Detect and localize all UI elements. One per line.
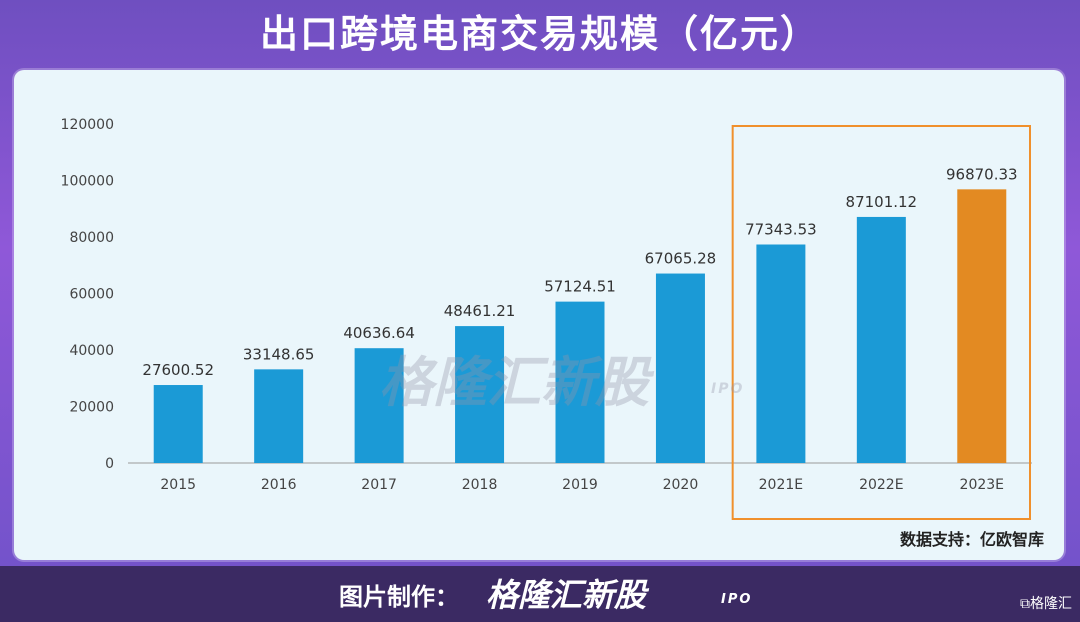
x-tick-label: 2017 — [361, 477, 397, 493]
y-tick-label: 20000 — [69, 400, 114, 416]
x-tick-label: 2020 — [663, 477, 699, 493]
bar — [455, 326, 505, 463]
watermark-text: 格隆汇新股 — [379, 351, 649, 414]
bar — [254, 369, 304, 463]
bar — [555, 301, 605, 463]
footer-ipo: IPO — [721, 592, 753, 607]
y-tick-label: 40000 — [69, 343, 114, 359]
y-tick-label: 60000 — [69, 287, 114, 303]
watermark-ipo: IPO — [711, 381, 745, 397]
x-tick-label: 2015 — [160, 477, 196, 493]
data-label: 27600.52 — [142, 361, 214, 379]
highlight-box — [731, 125, 1032, 520]
x-tick-label: 2022E — [859, 477, 903, 493]
data-label: 87101.12 — [846, 193, 918, 211]
chart-panel: 0 20000 40000 60000 80000 100000 120000 27600.5… — [14, 70, 1064, 560]
bar — [756, 244, 806, 463]
x-tick-label: 2016 — [261, 477, 297, 493]
x-tick-label: 2019 — [562, 477, 598, 493]
bar — [153, 385, 203, 463]
corner-logo: ⧉格隆汇 — [1020, 596, 1072, 612]
bar — [856, 216, 906, 463]
chart-title: 出口跨境电商交易规模（亿元） — [259, 12, 820, 56]
x-tick-label: 2021E — [759, 477, 803, 493]
bar — [655, 273, 705, 463]
data-label: 96870.33 — [946, 165, 1018, 183]
footer-logo: 格隆汇新股 — [486, 576, 647, 614]
data-label: 77343.53 — [745, 221, 817, 239]
y-tick-label: 0 — [105, 456, 114, 472]
y-tick-label: 100000 — [61, 174, 114, 190]
data-label: 48461.21 — [444, 302, 516, 320]
x-tick-label: 2018 — [462, 477, 498, 493]
data-label: 40636.64 — [343, 324, 415, 342]
x-tick-label: 2023E — [960, 477, 1004, 493]
data-label: 33148.65 — [243, 345, 315, 363]
y-tick-label: 120000 — [61, 117, 114, 133]
data-label: 57124.51 — [544, 278, 616, 296]
bar — [354, 348, 404, 463]
y-tick-label: 80000 — [69, 230, 114, 246]
bar — [957, 189, 1007, 463]
footer-label: 图片制作： — [339, 583, 459, 611]
data-label: 67065.28 — [645, 250, 717, 268]
footer-bar — [0, 566, 1080, 622]
bar-chart: 0 20000 40000 60000 80000 100000 120000 27600.5… — [61, 117, 1032, 520]
source-note: 数据支持：亿欧智库 — [899, 530, 1044, 549]
